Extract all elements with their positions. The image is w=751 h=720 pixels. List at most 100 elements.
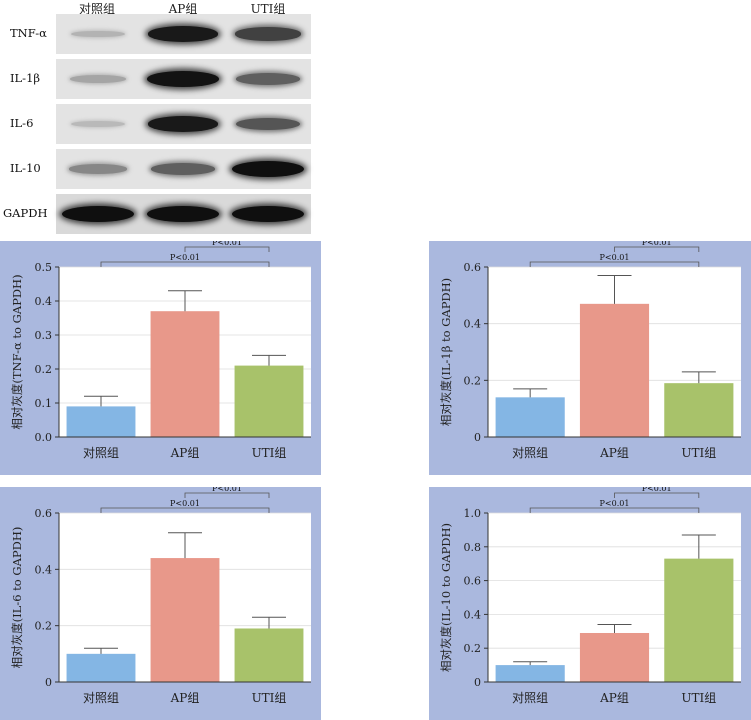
significance-bracket	[184, 246, 270, 252]
significance-label: P<0.01	[212, 241, 242, 247]
blot-band	[62, 206, 134, 222]
blot-strip-gapdh	[56, 194, 311, 234]
significance-label: P<0.01	[170, 499, 200, 508]
x-tick-label: UTI组	[252, 691, 287, 705]
blot-strip-il-10	[56, 149, 311, 189]
y-axis-label: 相对灰度(IL-10 to GAPDH)	[439, 523, 453, 672]
bar	[66, 653, 136, 682]
x-tick-label: 对照组	[512, 691, 548, 705]
blot-band	[235, 117, 301, 131]
significance-bracket	[529, 261, 700, 267]
x-tick-label: 对照组	[83, 691, 119, 705]
protein-label-il-1-: IL-1β	[10, 71, 41, 85]
significance-bracket	[614, 492, 700, 498]
blot-band	[147, 206, 219, 222]
blot-band	[71, 120, 125, 128]
significance-label: P<0.01	[170, 253, 200, 262]
blot-band	[232, 161, 304, 177]
y-tick-label: 0.0	[35, 431, 53, 444]
significance-label: P<0.01	[212, 487, 242, 493]
bar	[579, 632, 650, 682]
significance-bracket	[529, 507, 700, 513]
blot-band	[236, 73, 300, 85]
protein-label-il-6: IL-6	[10, 116, 34, 130]
bar	[150, 558, 220, 682]
significance-bracket	[100, 261, 270, 267]
x-tick-label: UTI组	[681, 691, 716, 705]
x-tick-label: 对照组	[512, 446, 548, 460]
y-tick-label: 1.0	[464, 507, 482, 520]
x-tick-label: UTI组	[681, 446, 716, 460]
significance-label: P<0.01	[600, 499, 630, 508]
western-blot-panel: 对照组 AP组 UTI组 TNF-α IL-1β IL-6 IL-10 GAPDH	[0, 0, 311, 234]
significance-label: P<0.01	[642, 487, 672, 493]
y-tick-label: 0	[45, 676, 52, 689]
y-tick-label: 0.8	[464, 541, 482, 554]
blot-strip-il-1-	[56, 59, 311, 99]
y-tick-label: 0.6	[464, 575, 482, 588]
significance-label: P<0.01	[642, 241, 672, 247]
y-tick-label: 0.2	[464, 642, 482, 655]
y-axis-label: 相对灰度(IL-1β to GAPDH)	[439, 278, 453, 426]
chart-il-1beta-svg: 0 0.2 0.4 0.6 对照组 AP组 UTI组 P<0.01 P<0.01 相对灰度(IL-…	[439, 241, 741, 460]
x-tick-label: AP组	[599, 446, 629, 460]
chart-il-10: 0 0.2 0.4 0.6 0.8 1.0 对照组 AP组 UTI组 P<0.01 P<0.01 相对…	[429, 487, 751, 720]
blot-strip-il-6	[56, 104, 311, 144]
x-tick-label: AP组	[170, 446, 200, 460]
chart-il-10-svg: 0 0.2 0.4 0.6 0.8 1.0 对照组 AP组 UTI组 P<0.01 P<0.01 相对…	[439, 487, 741, 705]
blot-band	[70, 75, 126, 83]
y-tick-label: 0.4	[35, 563, 53, 576]
y-tick-label: 0.4	[464, 318, 482, 331]
significance-bracket	[100, 507, 270, 513]
y-tick-label: 0.2	[35, 363, 53, 376]
y-tick-label: 0.3	[35, 329, 53, 342]
protein-label-tnf-: TNF-α	[10, 26, 47, 40]
blot-band	[151, 163, 215, 175]
y-tick-label: 0.5	[35, 261, 53, 274]
chart-il-6-svg: 0 0.2 0.4 0.6 对照组 AP组 UTI组 P<0.01 P<0.01 相对灰度(IL-…	[10, 487, 311, 705]
bar	[579, 303, 650, 437]
significance-bracket	[614, 246, 700, 252]
blot-band	[71, 30, 125, 38]
bar	[234, 628, 304, 682]
bar	[150, 311, 220, 437]
y-tick-label: 0.4	[464, 608, 482, 621]
y-axis-label: 相对灰度(TNF-α to GAPDH)	[10, 274, 24, 429]
protein-label-gapdh: GAPDH	[3, 206, 48, 220]
blot-band	[147, 116, 219, 132]
lane-header-uti: UTI组	[250, 2, 286, 16]
significance-label: P<0.01	[600, 253, 630, 262]
bar	[234, 365, 304, 437]
blot-strip-tnf-	[56, 14, 311, 54]
blot-band	[147, 26, 219, 42]
bar	[66, 406, 136, 437]
y-tick-label: 0.2	[464, 374, 482, 387]
y-tick-label: 0.6	[35, 507, 53, 520]
y-tick-label: 0	[474, 431, 481, 444]
y-tick-label: 0.4	[35, 295, 53, 308]
x-tick-label: 对照组	[83, 446, 119, 460]
y-tick-label: 0.1	[35, 397, 53, 410]
y-tick-label: 0.2	[35, 620, 53, 633]
bar	[495, 665, 565, 682]
bar	[664, 383, 734, 437]
y-axis-label: 相对灰度(IL-6 to GAPDH)	[10, 527, 24, 669]
y-tick-label: 0.6	[464, 261, 482, 274]
blot-band	[232, 206, 304, 222]
chart-tnf-alpha: 0.0 0.1 0.2 0.3 0.4 0.5 对照组 AP组 UTI组 P<0.01 P<0.01…	[0, 241, 321, 475]
blot-band	[234, 27, 302, 41]
significance-bracket	[184, 492, 270, 498]
x-tick-label: AP组	[599, 691, 629, 705]
chart-tnf-alpha-svg: 0.0 0.1 0.2 0.3 0.4 0.5 对照组 AP组 UTI组 P<0.01 P<0.01…	[10, 241, 311, 460]
blot-band	[68, 164, 128, 174]
bar	[495, 397, 565, 437]
x-tick-label: UTI组	[252, 446, 287, 460]
y-tick-label: 0	[474, 676, 481, 689]
chart-il-1beta: 0 0.2 0.4 0.6 对照组 AP组 UTI组 P<0.01 P<0.01 相对灰度(IL-…	[429, 241, 751, 475]
x-tick-label: AP组	[170, 691, 200, 705]
bar	[664, 558, 734, 682]
chart-il-6: 0 0.2 0.4 0.6 对照组 AP组 UTI组 P<0.01 P<0.01 相对灰度(IL-…	[0, 487, 321, 720]
protein-label-il-10: IL-10	[10, 161, 41, 175]
lane-header-ap: AP组	[168, 2, 198, 16]
blot-band	[147, 71, 219, 87]
